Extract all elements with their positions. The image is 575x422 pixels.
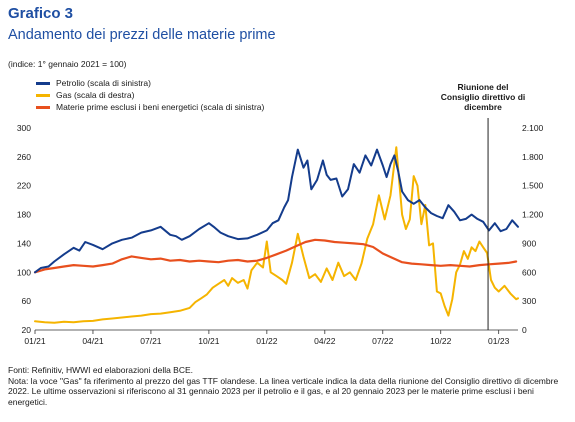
series-line-gas — [34, 146, 519, 324]
units-label: (indice: 1° gennaio 2021 = 100) — [8, 59, 127, 69]
y-left-tick-label: 220 — [17, 181, 31, 191]
y-right-tick-label: 0 — [522, 325, 527, 335]
y-right-tick-label: 900 — [522, 238, 536, 248]
x-tick-label: 01/23 — [488, 336, 510, 346]
x-tick-label: 01/21 — [24, 336, 46, 346]
x-tick-label: 04/21 — [82, 336, 104, 346]
legend: Petrolio (scala di sinistra) Gas (scala … — [36, 77, 264, 113]
x-tick-label: 04/22 — [314, 336, 336, 346]
y-right-tick-label: 300 — [522, 296, 536, 306]
legend-label-gas: Gas (scala di destra) — [56, 90, 135, 100]
series-line-petrolio — [34, 148, 519, 274]
y-right-tick-label: 1.500 — [522, 181, 544, 191]
x-tick-label: 07/21 — [140, 336, 162, 346]
legend-item-gas: Gas (scala di destra) — [36, 89, 264, 101]
legend-swatch-non-energy — [36, 105, 50, 109]
legend-swatch-petrolio — [36, 81, 50, 85]
x-tick-label: 10/21 — [198, 336, 220, 346]
y-left-tick-label: 60 — [22, 296, 32, 306]
legend-swatch-gas — [36, 93, 50, 97]
y-left-tick-label: 140 — [17, 238, 31, 248]
y-left-tick-label: 100 — [17, 267, 31, 277]
y-left-tick-label: 180 — [17, 210, 31, 220]
y-right-tick-label: 1.200 — [522, 210, 544, 220]
legend-item-non-energy: Materie prime esclusi i beni energetici … — [36, 101, 264, 113]
x-tick-label: 01/22 — [256, 336, 278, 346]
legend-label-petrolio: Petrolio (scala di sinistra) — [56, 78, 151, 88]
y-left-tick-label: 260 — [17, 152, 31, 162]
y-left-tick-label: 20 — [22, 325, 32, 335]
y-right-tick-label: 2.100 — [522, 123, 544, 133]
legend-item-petrolio: Petrolio (scala di sinistra) — [36, 77, 264, 89]
chart-plot: 20 60 100 140 180 220 260 300 0 300 600 900 1.200 1.5… — [17, 118, 544, 346]
sources-note: Fonti: Refinitiv, HWWI ed elaborazioni d… — [8, 365, 194, 375]
x-tick-label: 10/22 — [430, 336, 452, 346]
y-left-tick-label: 300 — [17, 123, 31, 133]
x-tick-label: 07/22 — [372, 336, 394, 346]
series-line-non-energy — [33, 238, 518, 274]
chart-title: Grafico 3 — [8, 5, 74, 22]
vline-annotation: Riunione del Consiglio direttivo di dice… — [440, 82, 526, 112]
y-right-tick-label: 600 — [522, 267, 536, 277]
y-right-tick-label: 1.800 — [522, 152, 544, 162]
legend-label-non-energy: Materie prime esclusi i beni energetici … — [56, 102, 265, 112]
explanatory-note: Nota: la voce "Gas" fa riferimento al pr… — [8, 375, 559, 407]
chart-subtitle: Andamento dei prezzi delle materie prime — [8, 27, 276, 43]
footnotes: Fonti: Refinitiv, HWWI ed elaborazioni d… — [8, 365, 568, 407]
